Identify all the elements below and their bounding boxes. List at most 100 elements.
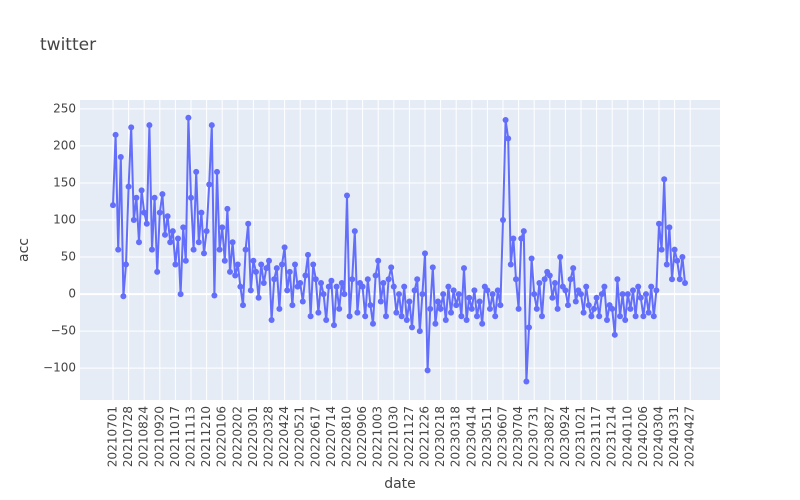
marker bbox=[224, 205, 231, 212]
marker bbox=[500, 217, 506, 223]
marker bbox=[619, 291, 626, 298]
marker bbox=[487, 305, 493, 312]
marker bbox=[414, 276, 421, 283]
marker bbox=[666, 224, 673, 231]
marker bbox=[149, 246, 155, 253]
marker bbox=[185, 114, 192, 121]
marker bbox=[479, 320, 486, 327]
y-tick-label: 250 bbox=[53, 101, 76, 115]
marker bbox=[362, 313, 369, 320]
marker bbox=[630, 287, 636, 294]
marker bbox=[679, 254, 686, 261]
marker bbox=[588, 313, 595, 320]
marker bbox=[448, 309, 454, 316]
marker bbox=[221, 257, 228, 264]
marker bbox=[115, 246, 122, 253]
marker bbox=[536, 279, 543, 286]
marker bbox=[328, 277, 335, 284]
marker bbox=[585, 302, 592, 309]
marker bbox=[377, 298, 384, 305]
marker bbox=[130, 217, 137, 223]
marker bbox=[624, 291, 631, 298]
x-tick-label: 20230607 bbox=[496, 406, 510, 467]
x-tick-label: 20230704 bbox=[511, 406, 525, 467]
marker bbox=[510, 235, 517, 242]
marker bbox=[260, 279, 267, 286]
marker bbox=[146, 122, 153, 129]
marker bbox=[388, 264, 395, 271]
y-tick-label: 200 bbox=[53, 138, 76, 152]
marker bbox=[406, 298, 413, 305]
marker bbox=[539, 313, 545, 320]
marker bbox=[458, 313, 465, 320]
marker bbox=[128, 124, 135, 131]
marker bbox=[302, 272, 309, 279]
marker bbox=[604, 317, 610, 323]
x-tick-label: 20230511 bbox=[480, 406, 494, 467]
marker bbox=[336, 305, 343, 312]
marker bbox=[640, 313, 647, 320]
marker bbox=[273, 265, 280, 272]
marker bbox=[247, 287, 254, 294]
marker bbox=[557, 254, 564, 261]
x-tick-label: 20211113 bbox=[184, 406, 198, 467]
marker bbox=[346, 313, 353, 320]
marker bbox=[650, 313, 657, 320]
marker bbox=[156, 209, 163, 216]
marker bbox=[661, 176, 668, 183]
x-tick-label: 20240110 bbox=[620, 406, 634, 467]
marker bbox=[432, 320, 439, 327]
x-tick-label: 20220521 bbox=[293, 406, 307, 467]
marker bbox=[253, 268, 259, 275]
marker bbox=[676, 276, 683, 283]
marker bbox=[526, 324, 532, 331]
marker bbox=[523, 378, 530, 385]
marker bbox=[533, 305, 540, 312]
y-tick-label: 0 bbox=[68, 287, 76, 301]
y-tick-label: 50 bbox=[61, 250, 76, 264]
marker bbox=[167, 239, 174, 246]
marker bbox=[208, 122, 215, 129]
marker bbox=[383, 313, 389, 320]
x-tick-label: 20231214 bbox=[605, 406, 619, 467]
x-tick-label: 20210701 bbox=[106, 406, 120, 467]
x-tick-label: 20221030 bbox=[386, 406, 400, 467]
marker bbox=[201, 250, 207, 257]
x-tick-label: 20220424 bbox=[277, 406, 291, 467]
x-tick-label: 20220906 bbox=[355, 406, 369, 467]
marker bbox=[471, 287, 478, 294]
marker bbox=[520, 228, 527, 235]
marker bbox=[198, 209, 205, 216]
marker bbox=[416, 328, 423, 335]
marker bbox=[528, 255, 535, 262]
marker bbox=[258, 261, 265, 268]
x-tick-label: 20210824 bbox=[137, 406, 151, 467]
marker bbox=[354, 309, 361, 316]
marker bbox=[305, 251, 311, 258]
x-tick-label: 20240427 bbox=[683, 406, 697, 467]
marker bbox=[182, 257, 189, 264]
marker bbox=[281, 244, 288, 251]
marker bbox=[505, 135, 512, 142]
marker bbox=[494, 287, 501, 294]
marker bbox=[429, 264, 436, 271]
marker bbox=[567, 276, 574, 283]
marker bbox=[632, 313, 639, 320]
marker bbox=[445, 283, 452, 290]
marker bbox=[112, 131, 119, 138]
marker bbox=[461, 265, 467, 272]
marker bbox=[190, 246, 197, 253]
marker bbox=[143, 220, 150, 227]
x-tick-label: 20231117 bbox=[589, 406, 603, 467]
marker bbox=[396, 291, 402, 298]
x-tick-label: 20210920 bbox=[152, 406, 166, 467]
marker bbox=[422, 250, 428, 257]
x-tick-label: 20221003 bbox=[371, 406, 385, 467]
x-tick-label: 20220106 bbox=[215, 406, 229, 467]
y-tick-label: −100 bbox=[43, 361, 76, 375]
marker bbox=[546, 272, 553, 279]
marker bbox=[245, 220, 252, 227]
marker bbox=[570, 265, 577, 272]
marker bbox=[565, 302, 571, 309]
